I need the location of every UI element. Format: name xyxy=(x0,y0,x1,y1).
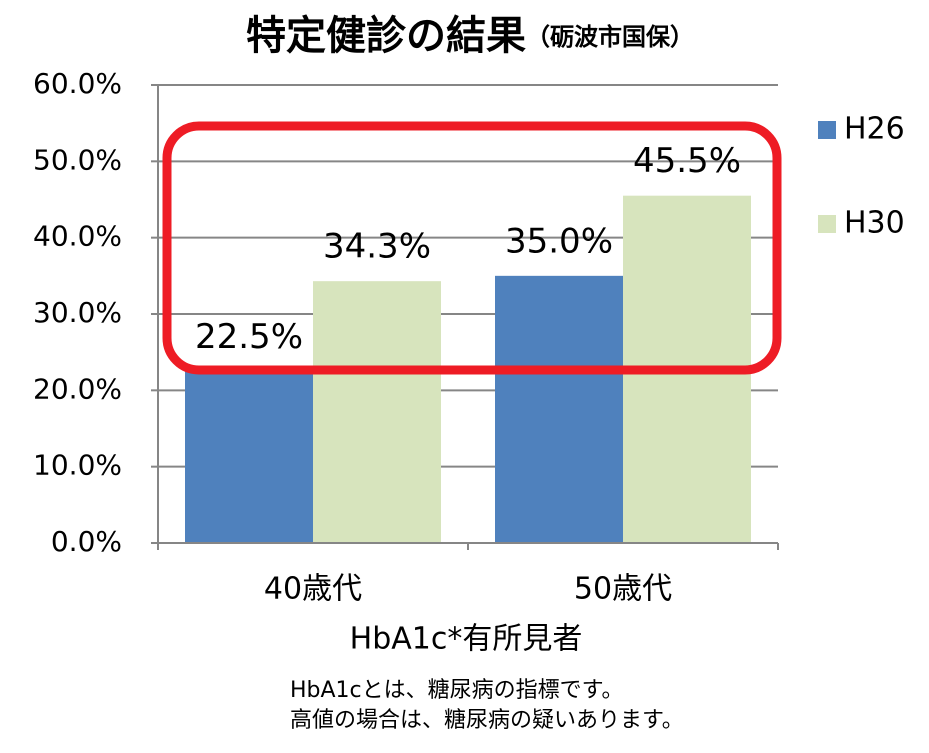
y-tick-label: 10.0% xyxy=(33,449,122,482)
data-label: 35.0% xyxy=(505,221,613,261)
y-tick-label: 40.0% xyxy=(33,220,122,253)
y-tick-label: 60.0% xyxy=(33,67,122,100)
chart-subtitle: （砺波市国保） xyxy=(526,23,694,51)
x-tick-label: 40歳代 xyxy=(264,572,362,607)
legend-label: H30 xyxy=(844,206,905,241)
y-tick-label: 20.0% xyxy=(33,372,122,405)
x-axis-title: HbA1c*有所見者 xyxy=(350,622,583,657)
legend-label: H26 xyxy=(844,112,905,147)
legend-swatch xyxy=(818,215,836,233)
annotation: HbA1cとは、糖尿病の指標です。 xyxy=(290,678,623,703)
plot-area: 0.0% 10.0% 20.0% 30.0% 40.0% 50.0% 60.0% 40歳代 22… xyxy=(33,67,905,607)
bar xyxy=(313,281,441,543)
legend-swatch xyxy=(818,121,836,139)
highlight-frame xyxy=(162,121,782,375)
chart-heading: 特定健診の結果（砺波市国保） xyxy=(246,13,694,59)
chart-title: 特定健診の結果 xyxy=(246,13,526,59)
bar xyxy=(185,371,313,543)
y-tick-label: 50.0% xyxy=(33,143,122,176)
data-label: 45.5% xyxy=(633,141,741,181)
annotation: 高値の場合は、糖尿病の疑いあります。 xyxy=(290,708,684,733)
data-label: 34.3% xyxy=(323,227,431,267)
y-tick-label: 30.0% xyxy=(33,296,122,329)
bar xyxy=(495,275,623,543)
data-label: 22.5% xyxy=(195,317,303,357)
x-tick-label: 50歳代 xyxy=(574,572,672,607)
y-tick-label: 0.0% xyxy=(51,525,122,558)
